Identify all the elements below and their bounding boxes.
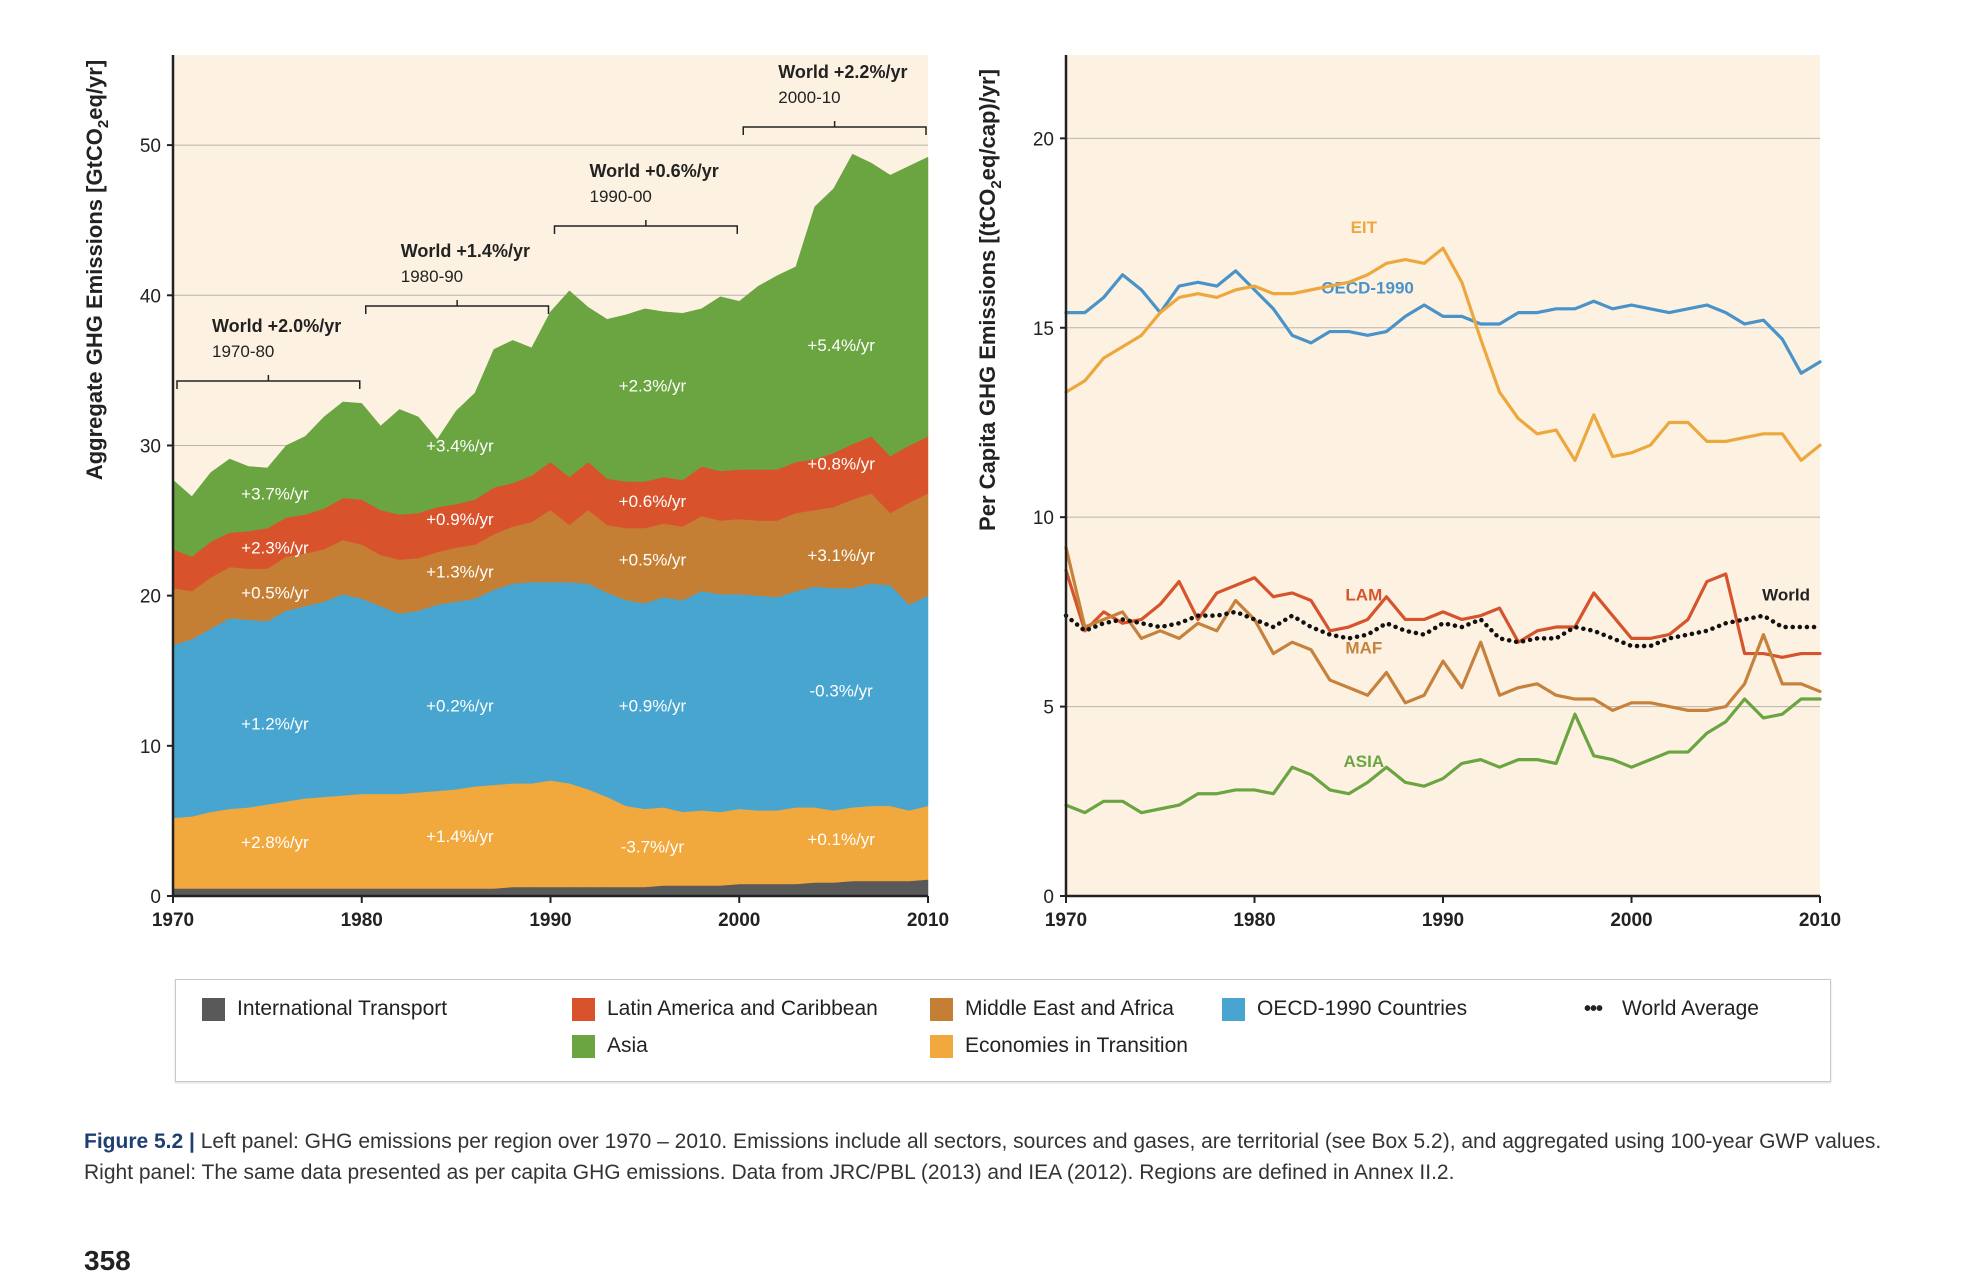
growth-rate-label: +2.3%/yr bbox=[619, 376, 687, 395]
bracket-title: World +2.2%/yr bbox=[778, 62, 907, 82]
legend-dots-world-average: ••• bbox=[1584, 998, 1603, 1020]
legend-item-world-average: ••• World Average bbox=[1584, 997, 1759, 1021]
growth-rate-label: +3.7%/yr bbox=[241, 485, 309, 504]
bracket-title: World +1.4%/yr bbox=[401, 241, 530, 261]
figure-label: Figure 5.2 | bbox=[84, 1130, 195, 1153]
caption-text: Left panel: GHG emissions per region ove… bbox=[84, 1130, 1882, 1184]
line-lam bbox=[1064, 568, 1822, 659]
legend-label: OECD-1990 Countries bbox=[1257, 997, 1468, 1020]
y-tick-label: 15 bbox=[1033, 319, 1054, 340]
left-y-axis-label: Aggregate GHG Emissions [GtCO2eq/yr] bbox=[82, 60, 112, 480]
x-tick-label: 1970 bbox=[1045, 910, 1087, 931]
growth-rate-label: +2.8%/yr bbox=[241, 833, 309, 852]
line-oecd-1990 bbox=[1064, 269, 1822, 375]
x-tick-label: 1970 bbox=[152, 910, 194, 931]
growth-rate-label: +5.4%/yr bbox=[807, 336, 875, 355]
right-panel-per-capita-emissions: 0 5 10 15 20 1970 1980 1990 2000 2010 OECD-1990 EIT… bbox=[1033, 55, 1841, 931]
bracket-title: World +2.0%/yr bbox=[212, 316, 341, 336]
legend-swatch-latin-america bbox=[572, 997, 595, 1021]
line-asia bbox=[1064, 697, 1822, 815]
legend-swatch-international-transport bbox=[202, 997, 225, 1021]
line-maf bbox=[1064, 545, 1822, 712]
legend-swatch-economies-in-transition bbox=[930, 1034, 953, 1058]
right-y-axis-label: Per Capita GHG Emissions [(tCO2eq/cap)/y… bbox=[975, 69, 1005, 531]
x-tick-label: 2000 bbox=[1610, 910, 1652, 931]
bracket-period: 1970-80 bbox=[212, 342, 274, 361]
legend-swatch-asia bbox=[572, 1034, 595, 1058]
y-tick-label: 40 bbox=[140, 286, 161, 307]
legend: International Transport Latin America an… bbox=[175, 979, 1831, 1082]
bracket-period: 1980-90 bbox=[401, 267, 463, 286]
x-tick-label: 2000 bbox=[718, 910, 760, 931]
growth-rate-label: +1.2%/yr bbox=[241, 714, 309, 733]
y-tick-label: 5 bbox=[1043, 698, 1054, 719]
y-tick-label: 30 bbox=[140, 436, 161, 457]
growth-rate-label: +0.9%/yr bbox=[619, 696, 687, 715]
legend-item-economies-in-transition: Economies in Transition bbox=[930, 1034, 1188, 1058]
legend-item-asia: Asia bbox=[572, 1034, 648, 1058]
x-tick-label: 2010 bbox=[1799, 910, 1841, 931]
figure-caption: Figure 5.2 | Left panel: GHG emissions p… bbox=[84, 1126, 1884, 1188]
legend-swatch-middle-east-africa bbox=[930, 997, 953, 1021]
series-label-lam: LAM bbox=[1345, 586, 1382, 605]
area-asia bbox=[172, 153, 929, 557]
series-label-oecd-1990: OECD-1990 bbox=[1321, 279, 1414, 298]
growth-rate-label: +0.9%/yr bbox=[426, 510, 494, 529]
legend-label: Asia bbox=[607, 1034, 648, 1057]
x-tick-label: 1980 bbox=[1233, 910, 1275, 931]
page-number: 358 bbox=[84, 1245, 131, 1276]
growth-rate-label: +2.3%/yr bbox=[241, 539, 309, 558]
bracket-period: 1990-00 bbox=[590, 187, 652, 206]
y-tick-label: 50 bbox=[140, 136, 161, 157]
growth-rate-label: +0.2%/yr bbox=[426, 696, 494, 715]
legend-label: International Transport bbox=[237, 997, 448, 1020]
legend-item-international-transport: International Transport bbox=[202, 997, 447, 1021]
y-tick-label: 20 bbox=[1033, 129, 1054, 150]
growth-rate-label: +0.8%/yr bbox=[807, 454, 875, 473]
legend-label: World Average bbox=[1622, 997, 1759, 1020]
growth-rate-label: +3.1%/yr bbox=[807, 546, 875, 565]
y-tick-label: 0 bbox=[1043, 887, 1054, 908]
bracket-period: 2000-10 bbox=[778, 88, 840, 107]
legend-item-oecd-1990: OECD-1990 Countries bbox=[1222, 997, 1467, 1021]
legend-item-latin-america: Latin America and Caribbean bbox=[572, 997, 878, 1021]
growth-rate-label: +0.6%/yr bbox=[619, 492, 687, 511]
growth-rate-label: -3.7%/yr bbox=[621, 837, 685, 856]
period-bracket bbox=[553, 220, 738, 234]
period-bracket bbox=[365, 300, 550, 314]
period-bracket bbox=[742, 121, 927, 135]
legend-swatch-oecd-1990 bbox=[1222, 997, 1245, 1021]
growth-rate-label: +0.1%/yr bbox=[807, 830, 875, 849]
bracket-title: World +0.6%/yr bbox=[590, 161, 719, 181]
growth-rate-label: +1.4%/yr bbox=[426, 827, 494, 846]
growth-rate-label: +0.5%/yr bbox=[619, 551, 687, 570]
series-label-eit: EIT bbox=[1351, 218, 1378, 237]
x-tick-label: 2010 bbox=[907, 910, 949, 931]
y-tick-label: 10 bbox=[140, 737, 161, 758]
growth-rate-label: +3.4%/yr bbox=[426, 436, 494, 455]
line-world bbox=[1063, 609, 1823, 649]
growth-rate-label: -0.3%/yr bbox=[810, 681, 874, 700]
series-label-world: World bbox=[1762, 586, 1810, 605]
growth-rate-label: +1.3%/yr bbox=[426, 563, 494, 582]
period-bracket bbox=[176, 375, 361, 389]
y-tick-label: 20 bbox=[140, 587, 161, 608]
x-tick-label: 1990 bbox=[1422, 910, 1464, 931]
growth-rate-label: +0.5%/yr bbox=[241, 584, 309, 603]
y-tick-label: 0 bbox=[150, 887, 161, 908]
legend-label: Latin America and Caribbean bbox=[607, 997, 878, 1020]
y-tick-label: 10 bbox=[1033, 508, 1054, 529]
x-tick-label: 1980 bbox=[341, 910, 383, 931]
x-tick-label: 1990 bbox=[529, 910, 571, 931]
plot-background bbox=[1066, 55, 1820, 896]
series-label-maf: MAF bbox=[1345, 639, 1382, 658]
series-label-asia: ASIA bbox=[1344, 752, 1385, 771]
legend-label: Middle East and Africa bbox=[965, 997, 1174, 1020]
left-panel-aggregate-emissions: 0 10 20 30 40 50 1970 1980 1990 2000 2010 +3.7%/yr +… bbox=[140, 55, 949, 931]
legend-label: Economies in Transition bbox=[965, 1034, 1188, 1057]
legend-item-middle-east-africa: Middle East and Africa bbox=[930, 997, 1174, 1021]
line-eit bbox=[1064, 246, 1822, 462]
